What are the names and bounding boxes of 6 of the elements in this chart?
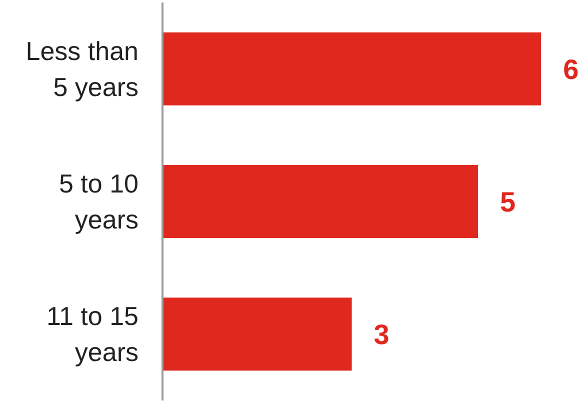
y-tick-label: Less than 5 years — [26, 36, 139, 102]
data-label: 5 — [500, 186, 516, 218]
y-tick-label: 11 to 15 years — [46, 301, 139, 368]
data-label: 3 — [374, 319, 390, 350]
y-tick-label: 5 to 10 years — [58, 168, 139, 234]
data-label: 6 — [563, 54, 579, 85]
